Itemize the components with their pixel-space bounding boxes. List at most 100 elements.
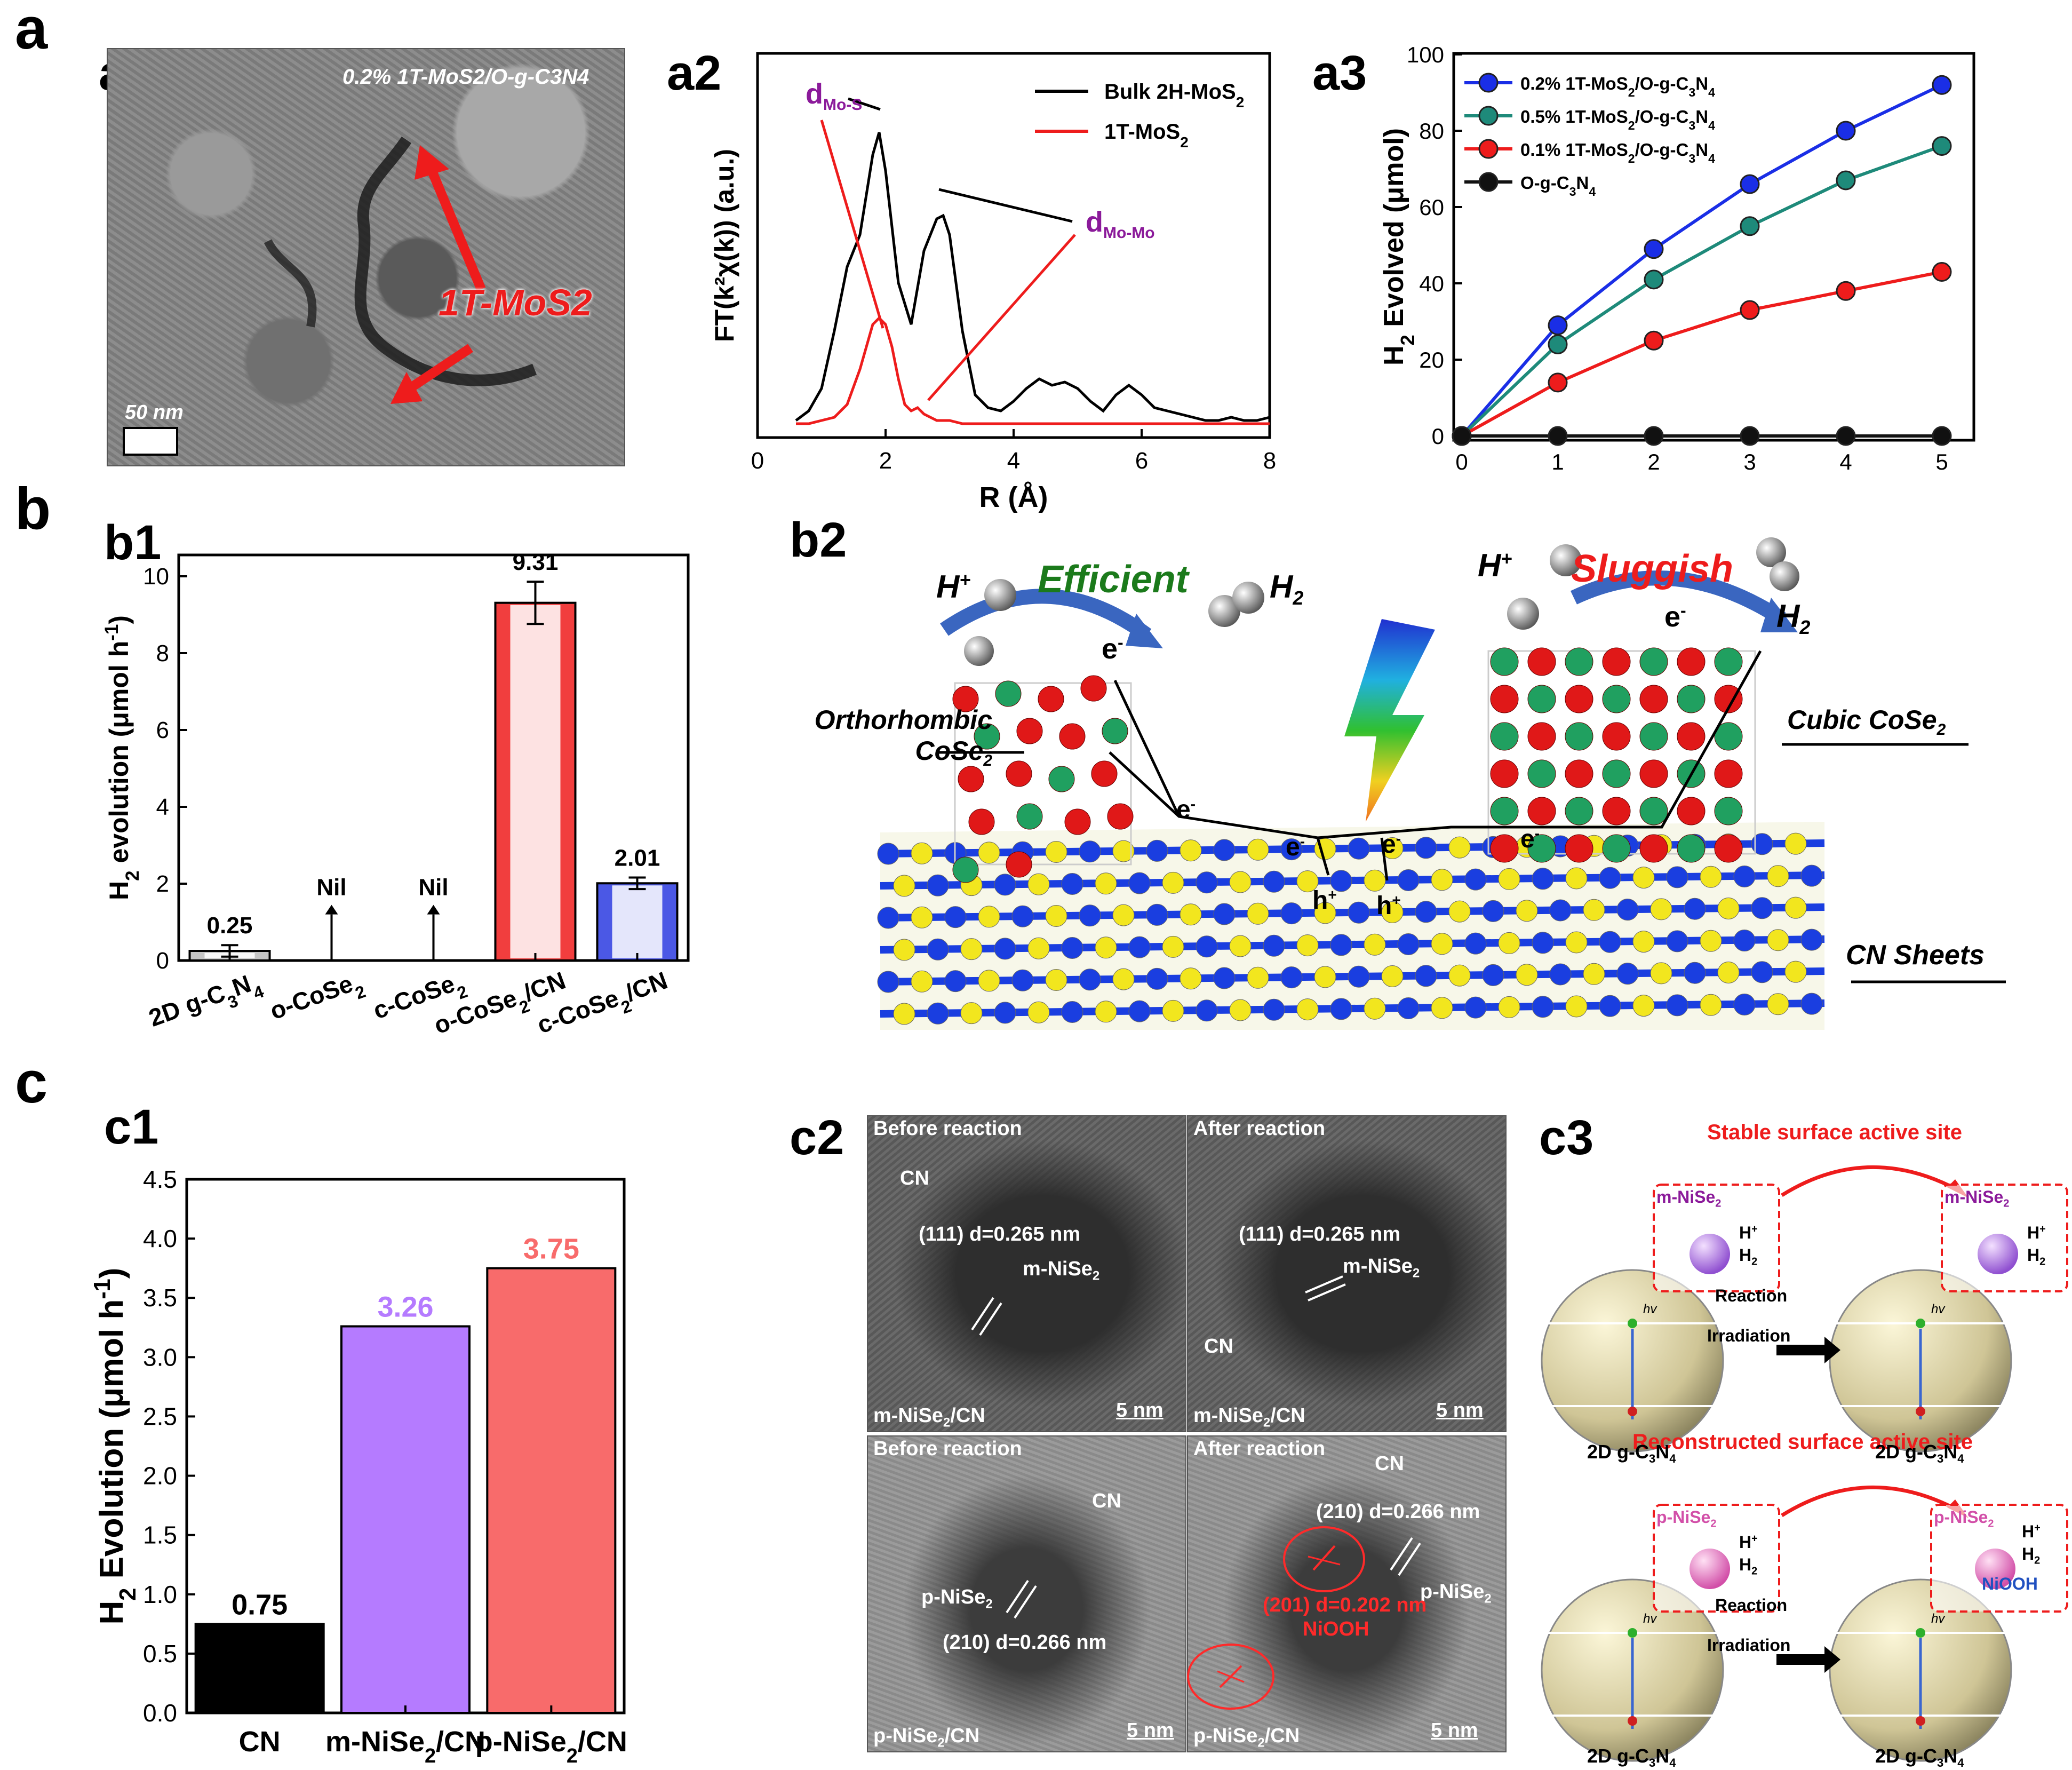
- b2-ortho-atom: [1048, 766, 1075, 792]
- b2-cn-atom: [1180, 903, 1202, 926]
- c1-y-tick-label: 2.0: [143, 1462, 177, 1490]
- b2-cn-atom: [1263, 998, 1285, 1021]
- c2-tr-phase: m-NiSe2: [1343, 1255, 1420, 1281]
- c1-y-tick-label: 4.0: [143, 1225, 177, 1252]
- b2-cn-atom: [1800, 928, 1823, 951]
- c3-p-nise2-label: p-NiSe2: [1656, 1507, 1717, 1530]
- b2-cn-atom: [960, 1002, 983, 1025]
- b2-cubic-atom: [1490, 797, 1519, 826]
- b2-h2-right: H2: [1776, 598, 1811, 638]
- b1-data-label: Nil: [316, 875, 346, 901]
- b2-cubic-atom: [1639, 797, 1668, 826]
- b2-cn-atom: [944, 970, 967, 993]
- b2-cn-atom: [1011, 905, 1034, 927]
- b2-ortho-atom: [1091, 760, 1118, 787]
- b2-cn-atom: [1112, 840, 1135, 862]
- a3-x-tick-label: 3: [1743, 449, 1756, 474]
- a3-data-point: [1452, 426, 1472, 446]
- b2-cubic-atom: [1677, 647, 1706, 676]
- a2-annot-arrow: [820, 120, 884, 329]
- b2-cn-atom: [877, 843, 899, 865]
- b2-cn-atom: [893, 939, 915, 961]
- b2-h2-ball: [1208, 595, 1240, 627]
- b2-cn-atom: [1027, 937, 1050, 959]
- b2-cubic-atom: [1639, 722, 1668, 751]
- a3-y-tick-label: 80: [1419, 118, 1444, 144]
- c1-x-tick-label: m-NiSe2/CN: [325, 1726, 485, 1767]
- a1-scale-bar: [123, 427, 178, 456]
- b2-cn-atom: [1061, 937, 1083, 959]
- b2-electron-path-up: [1113, 679, 1181, 817]
- c3-p-nise2-ball: [1975, 1549, 2015, 1589]
- b2-cubic-atom: [1490, 685, 1519, 713]
- b2-cubic-atom: [1714, 722, 1743, 751]
- a3-data-point: [1644, 426, 1664, 446]
- c3-m-nise2-label: m-NiSe2: [1656, 1187, 1722, 1210]
- b1-y-tick-label: 6: [156, 717, 169, 743]
- a3-series-line: [1461, 270, 1942, 438]
- b2-cn-atom: [1751, 833, 1773, 855]
- a2-d-mos: dMo-S: [806, 78, 863, 114]
- b2-cn-atom: [1079, 969, 1101, 991]
- panel-label-a3: a3: [1312, 46, 1367, 100]
- b2-cubic-atom: [1527, 797, 1556, 826]
- b2-cn-atom: [1397, 997, 1420, 1019]
- b2-cn-atom: [1666, 866, 1688, 888]
- b1-y-tick-label: 8: [156, 640, 169, 666]
- c1-data-label: 0.75: [232, 1589, 288, 1621]
- c2-tl-scale: 5 nm: [1116, 1399, 1163, 1422]
- b2-cubic-atom: [1639, 759, 1668, 788]
- b2-ortho-atom: [1064, 808, 1091, 835]
- b2-cn-atom: [1464, 868, 1487, 891]
- b2-cubic-atom: [1677, 722, 1706, 751]
- b2-h-plus-left: H+: [936, 569, 971, 605]
- b2-ortho-atom: [958, 766, 984, 792]
- c2-tl-plane: (111) d=0.265 nm: [919, 1223, 1081, 1245]
- a3-x-tick-label: 1: [1551, 449, 1564, 474]
- b1-nil-arrowhead: [325, 904, 338, 915]
- b2-cn-atom: [1482, 900, 1504, 922]
- c2-br-plane2: (201) d=0.202 nm: [1263, 1594, 1427, 1616]
- b2-h-ball: [1550, 544, 1582, 576]
- c3-reaction-label: Reaction: [1715, 1286, 1788, 1305]
- b2-cn-atom: [1280, 902, 1303, 925]
- b2-cn-atom: [1532, 868, 1554, 890]
- b2-cn-atom: [1128, 1000, 1151, 1022]
- b2-cubic-atom: [1565, 759, 1593, 788]
- c3-h-labels: H+ H2: [1739, 1533, 1758, 1577]
- b2-cn-atom: [1616, 899, 1639, 921]
- a3-y-axis-label: H2 Evolved (μmol): [1378, 128, 1418, 366]
- b2-cn-atom: [911, 906, 933, 928]
- c3-gc3n4-label: 2D g-C3N4: [1875, 1441, 1964, 1466]
- a3-data-point: [1644, 269, 1664, 290]
- b2-cn-atom: [1650, 962, 1672, 985]
- c2-bl-sample: p-NiSe2/CN: [873, 1725, 980, 1750]
- b2-cn-atom: [1229, 871, 1252, 893]
- b2-cn-atom: [1784, 961, 1807, 983]
- b2-cn-atom: [911, 970, 933, 993]
- b2-efficient-arrow: [940, 589, 1152, 641]
- b2-cn-atom: [877, 971, 899, 993]
- b2-cn-atom: [1784, 896, 1807, 919]
- b2-cn-atom: [1767, 993, 1789, 1015]
- a3-data-point: [1740, 300, 1760, 320]
- b2-cubic-atom: [1602, 834, 1631, 863]
- a3-data-point: [1836, 121, 1856, 141]
- b2-ortho-label: Orthorhombic CoSe2: [814, 705, 992, 769]
- b2-cn-atom: [1767, 865, 1789, 887]
- b1-y-tick-label: 0: [156, 948, 169, 974]
- b2-cn-atom: [1079, 840, 1101, 863]
- b2-cn-atom: [877, 907, 899, 929]
- b2-cn-atom: [1180, 839, 1202, 862]
- b2-cn-atom: [1684, 898, 1706, 920]
- b2-h2-ball: [1232, 582, 1264, 614]
- b2-h-ball: [964, 636, 994, 666]
- b2-cn-atom: [1180, 967, 1202, 990]
- a1-arrow-up-head: [415, 145, 449, 180]
- b2-cn-atom: [1700, 866, 1722, 888]
- b2-cn-atom: [1565, 995, 1588, 1018]
- c3-gc3n4-label: 2D g-C3N4: [1875, 1745, 1964, 1770]
- b2-electron: e-: [1176, 796, 1196, 824]
